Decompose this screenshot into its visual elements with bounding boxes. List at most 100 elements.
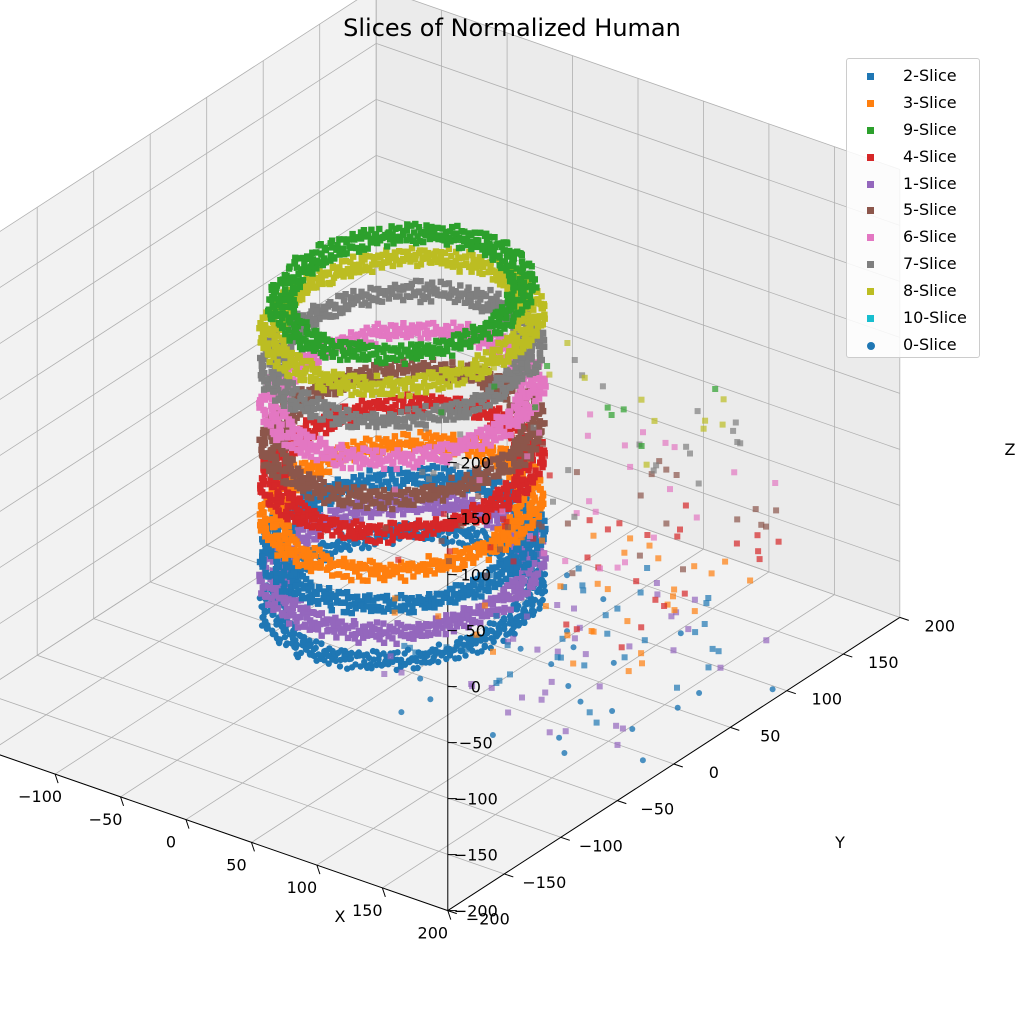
data-point (706, 664, 712, 670)
data-point (258, 519, 264, 525)
data-point (457, 282, 463, 288)
data-point (537, 562, 543, 568)
data-point (417, 429, 423, 435)
data-point (435, 621, 441, 627)
chart-title: Slices of Normalized Human (0, 14, 1024, 42)
data-point (621, 550, 627, 556)
data-point (521, 620, 527, 626)
data-point (353, 568, 359, 574)
data-point (497, 579, 503, 585)
data-point (589, 628, 595, 634)
data-point (426, 444, 432, 450)
data-point (478, 427, 484, 433)
data-point (366, 467, 372, 473)
data-point (321, 489, 327, 495)
data-point (436, 523, 442, 529)
data-point (508, 432, 514, 438)
data-point (493, 573, 499, 579)
data-point (377, 538, 383, 544)
data-point (696, 690, 702, 696)
data-point (441, 511, 447, 517)
data-point (367, 493, 373, 499)
data-point (547, 472, 553, 478)
data-point (556, 735, 562, 741)
data-point (335, 293, 341, 299)
data-point (522, 401, 528, 407)
data-point (452, 299, 458, 305)
data-point (282, 468, 288, 474)
data-point (506, 593, 512, 599)
data-point (524, 542, 530, 548)
data-point (508, 607, 514, 613)
data-point (446, 558, 452, 564)
data-point (534, 647, 540, 653)
data-point (407, 645, 413, 651)
data-point (293, 556, 299, 562)
data-point (540, 492, 546, 498)
data-point (757, 556, 763, 562)
data-point (563, 728, 569, 734)
data-point (572, 635, 578, 641)
data-point (663, 521, 669, 527)
data-point (341, 629, 347, 635)
data-point (456, 540, 462, 546)
data-point (286, 460, 292, 466)
data-point (667, 486, 673, 492)
data-point (311, 646, 317, 652)
data-point (360, 652, 366, 658)
data-point (525, 560, 531, 566)
data-point (269, 595, 275, 601)
data-point (444, 644, 450, 650)
data-point (678, 630, 684, 636)
data-point (467, 292, 473, 298)
data-point (402, 578, 408, 584)
data-point (333, 658, 339, 664)
data-point (392, 610, 398, 616)
data-point (392, 486, 398, 492)
data-point (266, 500, 272, 506)
data-point (436, 641, 442, 647)
data-point (300, 639, 306, 645)
data-point (498, 606, 504, 612)
data-point (421, 285, 427, 291)
data-point (571, 606, 577, 612)
data-point (652, 597, 658, 603)
data-point (348, 656, 354, 662)
data-point (448, 475, 454, 481)
data-point (295, 624, 301, 630)
data-point (298, 650, 304, 656)
data-point (583, 651, 589, 657)
data-point (524, 614, 530, 620)
data-point (585, 433, 591, 439)
data-point (670, 593, 676, 599)
data-point (435, 630, 441, 636)
data-point (394, 466, 400, 472)
data-point (262, 412, 268, 418)
data-point (478, 593, 484, 599)
data-point (475, 300, 481, 306)
data-point (548, 661, 554, 667)
data-point (557, 583, 563, 589)
data-point (527, 505, 533, 511)
data-point (317, 564, 323, 570)
data-point (345, 455, 351, 461)
data-point (731, 469, 737, 475)
data-point (417, 676, 423, 682)
data-point (400, 477, 406, 483)
data-point (458, 635, 464, 641)
data-point (493, 613, 499, 619)
data-point (496, 627, 502, 633)
data-point (433, 287, 439, 293)
data-point (671, 647, 677, 653)
data-point (683, 503, 689, 509)
data-point (309, 434, 315, 440)
data-point (335, 482, 341, 488)
data-point (401, 643, 407, 649)
data-point (486, 557, 492, 563)
data-point (616, 520, 622, 526)
data-point (477, 477, 483, 483)
data-point (393, 641, 399, 647)
data-point (492, 501, 498, 507)
data-point (522, 382, 528, 388)
data-point (517, 436, 523, 442)
